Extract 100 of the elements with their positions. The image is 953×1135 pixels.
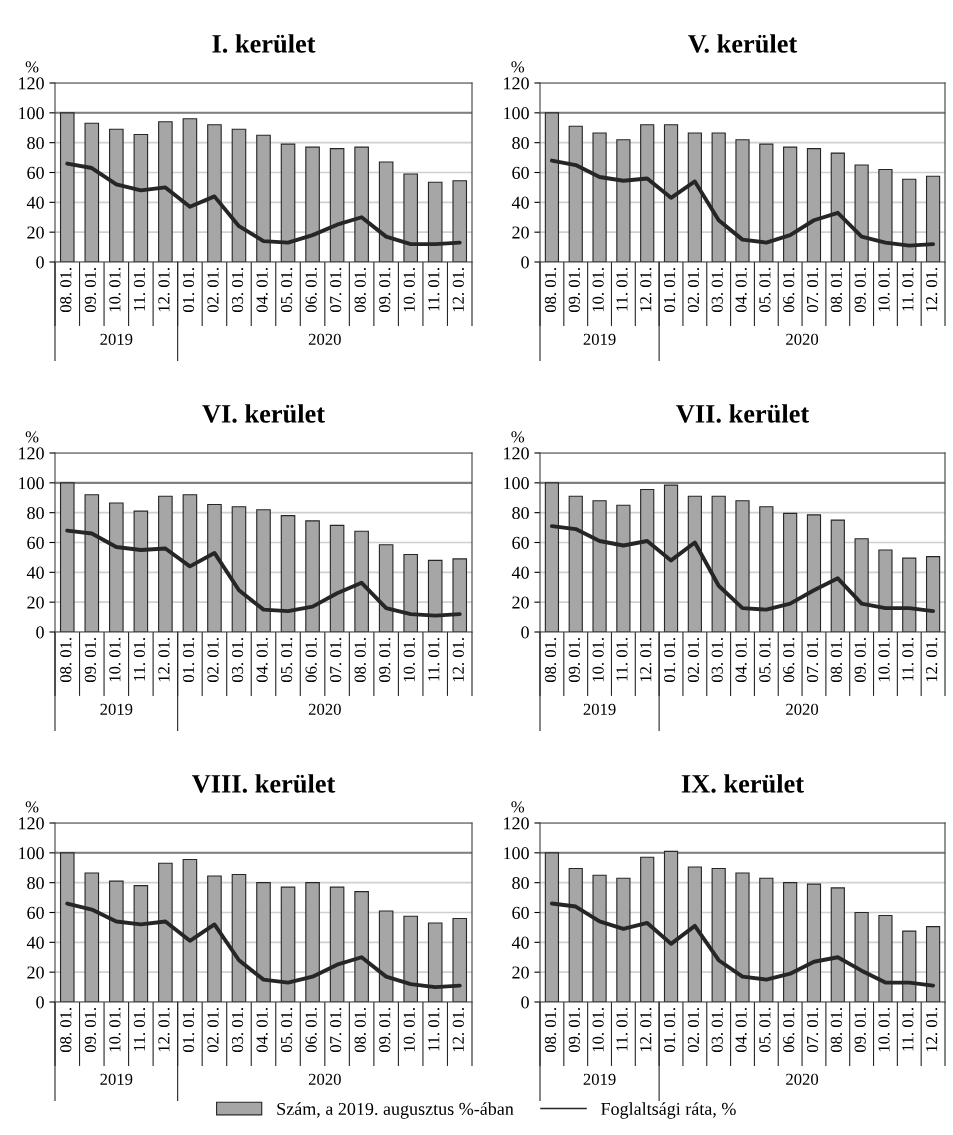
x-tick-label: 10. 01. — [109, 267, 121, 312]
x-tick-label: 08. 01. — [544, 637, 557, 683]
text: 2020 — [786, 703, 819, 715]
x-tick-label: 03. 01. — [231, 1007, 244, 1053]
legend-label: Foglaltsági ráta, % — [601, 1102, 736, 1119]
x-tick-label: 11. 01. — [428, 267, 440, 311]
x-tick-label: 01. 01. — [663, 637, 676, 683]
x-tick-label: 05. 01. — [280, 637, 293, 683]
x-tick-label: 09. 01. — [379, 267, 391, 313]
x-tick-label: 06. 01. — [783, 267, 795, 313]
y-tick-label: 120 — [19, 77, 44, 90]
x-tick-label: 11. 01. — [616, 267, 628, 311]
y-tick-label: 120 — [504, 77, 529, 90]
y-tick-label: 100 — [19, 107, 44, 120]
text: 2020 — [308, 333, 341, 345]
y-axis-title: % — [25, 431, 39, 443]
y-tick-label: 100 — [504, 477, 529, 490]
x-tick-label: 10. 01. — [109, 1007, 121, 1052]
x-tick-label: 01. 01. — [182, 1007, 195, 1053]
x-tick-label: 12. 01. — [158, 267, 170, 312]
chart-title: VII. kerület — [676, 404, 810, 423]
x-tick-label: 07. 01. — [806, 1007, 819, 1053]
x-tick-label: 09. 01. — [854, 637, 866, 683]
y-tick-label: 0 — [36, 626, 44, 639]
x-tick-label: 08. 01. — [544, 1007, 557, 1053]
x-tick-label: 11. 01. — [616, 637, 628, 681]
x-tick-label: 10. 01. — [592, 637, 604, 682]
x-tick-label: 09. 01. — [379, 1007, 391, 1053]
y-tick-label: 80 — [512, 876, 529, 890]
x-tick-label: 09. 01. — [84, 267, 97, 313]
x-tick-label: 10. 01. — [403, 267, 415, 312]
x-tick-label: 12. 01. — [640, 637, 652, 682]
y-tick-label: 60 — [27, 166, 44, 179]
chart-title: VIII. kerület — [191, 774, 336, 793]
x-tick-label: 08. 01. — [60, 267, 72, 313]
x-tick-label: 07. 01. — [330, 637, 342, 683]
x-tick-label: 06. 01. — [783, 637, 795, 683]
x-tick-label: 04. 01. — [735, 637, 747, 683]
y-tick-label: 80 — [512, 136, 529, 150]
x-tick-label: 01. 01. — [663, 267, 676, 313]
x-tick-label: 04. 01. — [735, 267, 747, 313]
x-tick-label: 09. 01. — [84, 1007, 97, 1053]
y-tick-label: 100 — [504, 847, 529, 860]
x-tick-label: 02. 01. — [207, 267, 219, 313]
y-tick-label: 60 — [512, 166, 529, 179]
text: 2019 — [583, 1073, 616, 1085]
chart-title: IX. kerület — [681, 774, 804, 793]
x-tick-label: 03. 01. — [231, 267, 244, 313]
x-tick-label: 12. 01. — [926, 637, 938, 682]
y-tick-label: 60 — [512, 536, 529, 549]
x-tick-label: 11. 01. — [133, 267, 146, 311]
chart-title: V. kerület — [688, 34, 798, 53]
x-tick-label: 07. 01. — [806, 637, 819, 683]
x-tick-label: 11. 01. — [133, 1007, 146, 1051]
text: 2019 — [100, 333, 133, 345]
x-tick-label: 03. 01. — [231, 637, 244, 683]
x-tick-label: 02. 01. — [207, 637, 219, 683]
x-tick-label: 09. 01. — [379, 637, 391, 683]
x-tick-label: 12. 01. — [452, 637, 464, 682]
x-tick-label: 03. 01. — [711, 637, 723, 683]
chart-title: VI. kerület — [202, 404, 325, 423]
x-tick-label: 04. 01. — [256, 1007, 268, 1053]
y-tick-label: 0 — [521, 996, 529, 1009]
x-tick-label: 08. 01. — [354, 1007, 366, 1053]
y-tick-label: 40 — [511, 566, 529, 579]
y-axis-title: % — [25, 801, 39, 813]
y-tick-label: 20 — [27, 966, 44, 979]
y-tick-label: 0 — [521, 626, 529, 639]
x-tick-label: 07. 01. — [806, 267, 819, 313]
y-tick-label: 20 — [27, 226, 44, 239]
y-tick-label: 80 — [27, 876, 44, 890]
x-tick-label: 08. 01. — [544, 267, 557, 313]
text: 2019 — [100, 1073, 133, 1085]
x-tick-label: 09. 01. — [568, 637, 580, 683]
chart-title: I. kerület — [212, 34, 316, 53]
x-tick-label: 04. 01. — [256, 637, 268, 683]
x-tick-label: 12. 01. — [926, 267, 938, 312]
x-tick-label: 10. 01. — [592, 1007, 604, 1052]
x-tick-label: 07. 01. — [330, 267, 342, 313]
x-tick-label: 08. 01. — [60, 637, 72, 683]
x-tick-label: 10. 01. — [403, 637, 415, 682]
x-tick-label: 12. 01. — [158, 1007, 170, 1052]
x-tick-label: 11. 01. — [428, 637, 440, 681]
legend-label: Szám, a 2019. augusztus %-ában — [277, 1102, 514, 1119]
y-tick-label: 20 — [27, 596, 44, 609]
text: 2019 — [583, 333, 616, 345]
x-tick-label: 01. 01. — [663, 1007, 676, 1053]
y-axis-title: % — [511, 801, 525, 813]
y-tick-label: 0 — [36, 256, 44, 269]
y-tick-label: 40 — [26, 196, 44, 209]
text: 2019 — [583, 703, 616, 715]
x-tick-label: 02. 01. — [687, 267, 700, 313]
x-tick-label: 11. 01. — [902, 1007, 914, 1051]
x-tick-label: 05. 01. — [280, 1007, 293, 1053]
y-axis-title: % — [511, 431, 525, 443]
x-tick-label: 02. 01. — [687, 1007, 700, 1053]
y-tick-label: 120 — [504, 447, 529, 460]
y-tick-label: 60 — [27, 536, 44, 549]
y-tick-label: 40 — [26, 566, 44, 579]
x-tick-label: 12. 01. — [926, 1007, 938, 1052]
